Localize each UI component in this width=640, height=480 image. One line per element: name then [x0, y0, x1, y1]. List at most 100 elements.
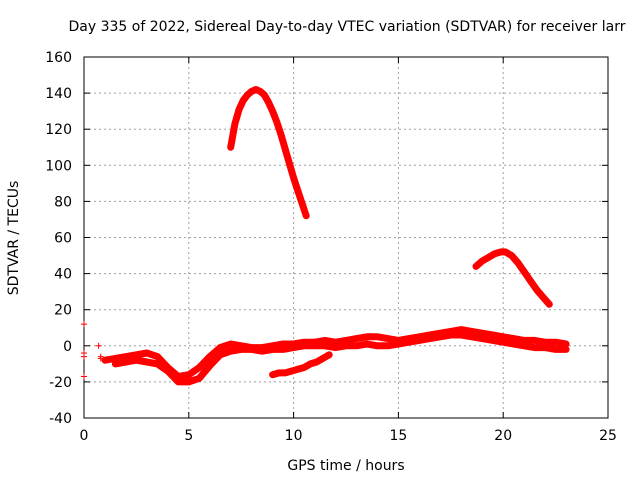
data-point [353, 335, 360, 342]
data-point [154, 353, 161, 360]
data-point [248, 88, 255, 95]
data-point [322, 342, 329, 349]
data-point [206, 362, 213, 369]
data-point [479, 335, 486, 342]
data-point [514, 259, 521, 266]
data-point [257, 88, 264, 95]
x-axis-label: GPS time / hours [287, 458, 404, 474]
series-arc-high-peak [227, 86, 310, 220]
series-band-c [269, 351, 333, 379]
data-point [227, 340, 234, 347]
x-tick-label: 20 [494, 428, 512, 444]
data-points [81, 86, 570, 386]
data-point [508, 252, 515, 259]
data-point [112, 360, 119, 367]
data-point [244, 91, 251, 98]
y-tick-label: 80 [54, 194, 72, 210]
data-point [363, 340, 370, 347]
data-point [278, 131, 285, 138]
y-tick-label: 100 [45, 158, 72, 174]
data-point [510, 340, 517, 347]
data-point [479, 257, 486, 264]
data-point [384, 342, 391, 349]
data-point [269, 346, 276, 353]
data-point [489, 337, 496, 344]
data-point [290, 344, 297, 351]
data-point [185, 371, 192, 378]
data-point [527, 277, 534, 284]
data-point [500, 339, 507, 346]
y-tick-label: 0 [63, 339, 72, 355]
x-tick-label: 25 [599, 428, 617, 444]
data-point [269, 371, 276, 378]
data-point [273, 118, 280, 125]
x-tick-label: 15 [389, 428, 407, 444]
data-point [294, 187, 301, 194]
data-point [265, 99, 272, 106]
chart-title: Day 335 of 2022, Sidereal Day-to-day VTE… [69, 19, 626, 35]
data-point [485, 254, 492, 261]
data-point [196, 375, 203, 382]
data-point [426, 335, 433, 342]
data-point [231, 120, 238, 127]
data-point [326, 351, 333, 358]
x-tick-label: 10 [285, 428, 303, 444]
data-point [416, 337, 423, 344]
data-point [311, 342, 318, 349]
data-point [521, 342, 528, 349]
y-tick-label: 40 [54, 267, 72, 283]
data-point [227, 348, 234, 355]
data-point [531, 344, 538, 351]
data-point [240, 97, 247, 104]
data-point [521, 268, 528, 275]
data-point [122, 359, 129, 366]
y-axis: -40 -20 0 20 40 60 80 100 120 140 160 [45, 50, 608, 427]
data-point [405, 339, 412, 346]
x-tick-label: 5 [184, 428, 193, 444]
data-point [238, 346, 245, 353]
y-tick-label: 140 [45, 86, 72, 102]
data-point [395, 340, 402, 347]
y-tick-label: -40 [49, 411, 72, 427]
data-point [437, 333, 444, 340]
data-point [143, 359, 150, 366]
series-line [269, 351, 333, 379]
data-point [248, 346, 255, 353]
data-point [533, 286, 540, 293]
data-point [531, 337, 538, 344]
data-point [540, 294, 547, 301]
data-point [280, 346, 287, 353]
data-point [164, 368, 171, 375]
data-point [143, 350, 150, 357]
data-point [275, 369, 282, 376]
data-point [133, 357, 140, 364]
data-point [298, 200, 305, 207]
series-sparse-points [81, 321, 104, 380]
data-point [313, 359, 320, 366]
data-point [301, 364, 308, 371]
data-point [206, 353, 213, 360]
data-point [259, 348, 266, 355]
data-point [502, 248, 509, 255]
data-point [319, 355, 326, 362]
data-point [491, 250, 498, 257]
series-band-b [111, 331, 570, 386]
x-tick-label: 0 [80, 428, 89, 444]
data-point [472, 263, 479, 270]
data-point [282, 146, 289, 153]
data-point [81, 321, 87, 328]
data-point [282, 369, 289, 376]
y-tick-label: 60 [54, 231, 72, 247]
data-point [286, 160, 293, 167]
data-point [261, 91, 268, 98]
data-point [447, 331, 454, 338]
data-point [468, 333, 475, 340]
data-point [101, 357, 108, 364]
data-point [185, 378, 192, 385]
data-point [542, 344, 549, 351]
y-tick-label: -20 [49, 375, 72, 391]
data-point [81, 353, 87, 360]
data-point [95, 342, 102, 349]
